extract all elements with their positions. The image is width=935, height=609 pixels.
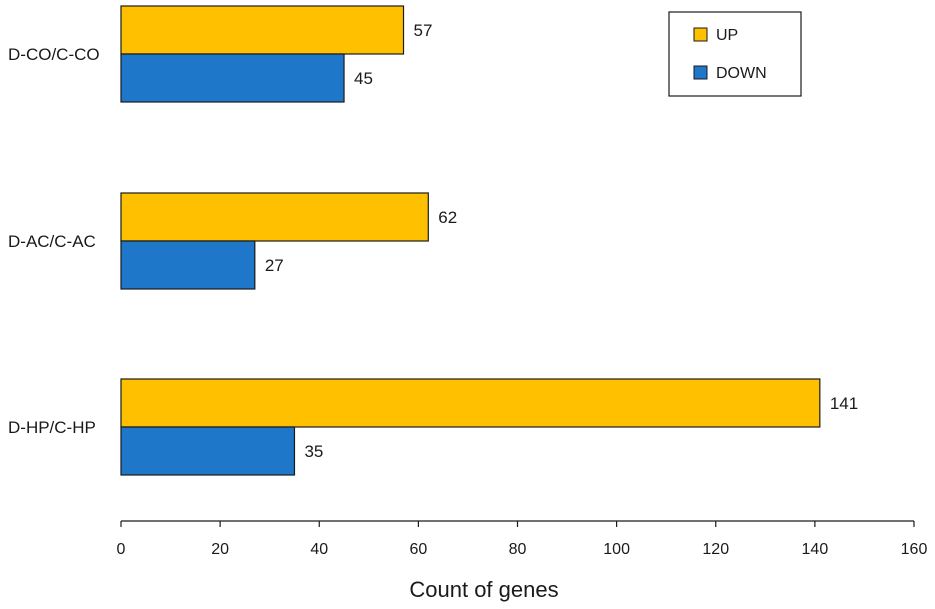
x-tick-label-80: 80	[509, 541, 527, 558]
x-axis: 0 20 40 60 80 100 120 140 160	[117, 520, 928, 558]
legend-label-down: DOWN	[716, 65, 767, 82]
bars-layer	[120, 5, 821, 476]
data-label-d-ac-c-ac-up: 62	[438, 208, 457, 227]
category-label-d-co-c-co: D-CO/C-CO	[8, 45, 100, 64]
legend-label-up: UP	[716, 27, 738, 44]
legend-swatch-up	[693, 27, 708, 42]
data-label-d-co-c-co-down: 45	[354, 69, 373, 88]
category-label-d-hp-c-hp: D-HP/C-HP	[8, 418, 96, 437]
legend: UP DOWN	[668, 11, 802, 97]
category-labels-layer: D-CO/C-CO D-AC/C-AC D-HP/C-HP	[8, 45, 100, 437]
x-tick-label-20: 20	[211, 541, 229, 558]
x-tick-label-0: 0	[117, 541, 126, 558]
x-tick-label-100: 100	[603, 541, 630, 558]
data-label-d-co-c-co-up: 57	[414, 21, 433, 40]
x-tick-label-120: 120	[702, 541, 729, 558]
legend-box	[668, 11, 802, 97]
bar-d-co-c-co-up	[120, 5, 405, 55]
data-label-d-ac-c-ac-down: 27	[265, 256, 284, 275]
x-tick-label-60: 60	[409, 541, 427, 558]
x-tick-label-40: 40	[310, 541, 328, 558]
bar-d-co-c-co-down	[120, 53, 345, 103]
data-labels-layer: 57 45 62 27 141 35	[265, 21, 858, 461]
data-label-d-hp-c-hp-up: 141	[830, 394, 858, 413]
x-axis-title: Count of genes	[409, 577, 558, 602]
data-label-d-hp-c-hp-down: 35	[304, 442, 323, 461]
bar-d-ac-c-ac-up	[120, 192, 429, 242]
x-tick-label-140: 140	[802, 541, 829, 558]
category-label-d-ac-c-ac: D-AC/C-AC	[8, 232, 96, 251]
bar-d-hp-c-hp-up	[120, 378, 821, 428]
bar-d-ac-c-ac-down	[120, 240, 256, 290]
bar-d-hp-c-hp-down	[120, 426, 296, 476]
legend-swatch-down	[693, 65, 708, 80]
x-tick-label-160: 160	[901, 541, 928, 558]
